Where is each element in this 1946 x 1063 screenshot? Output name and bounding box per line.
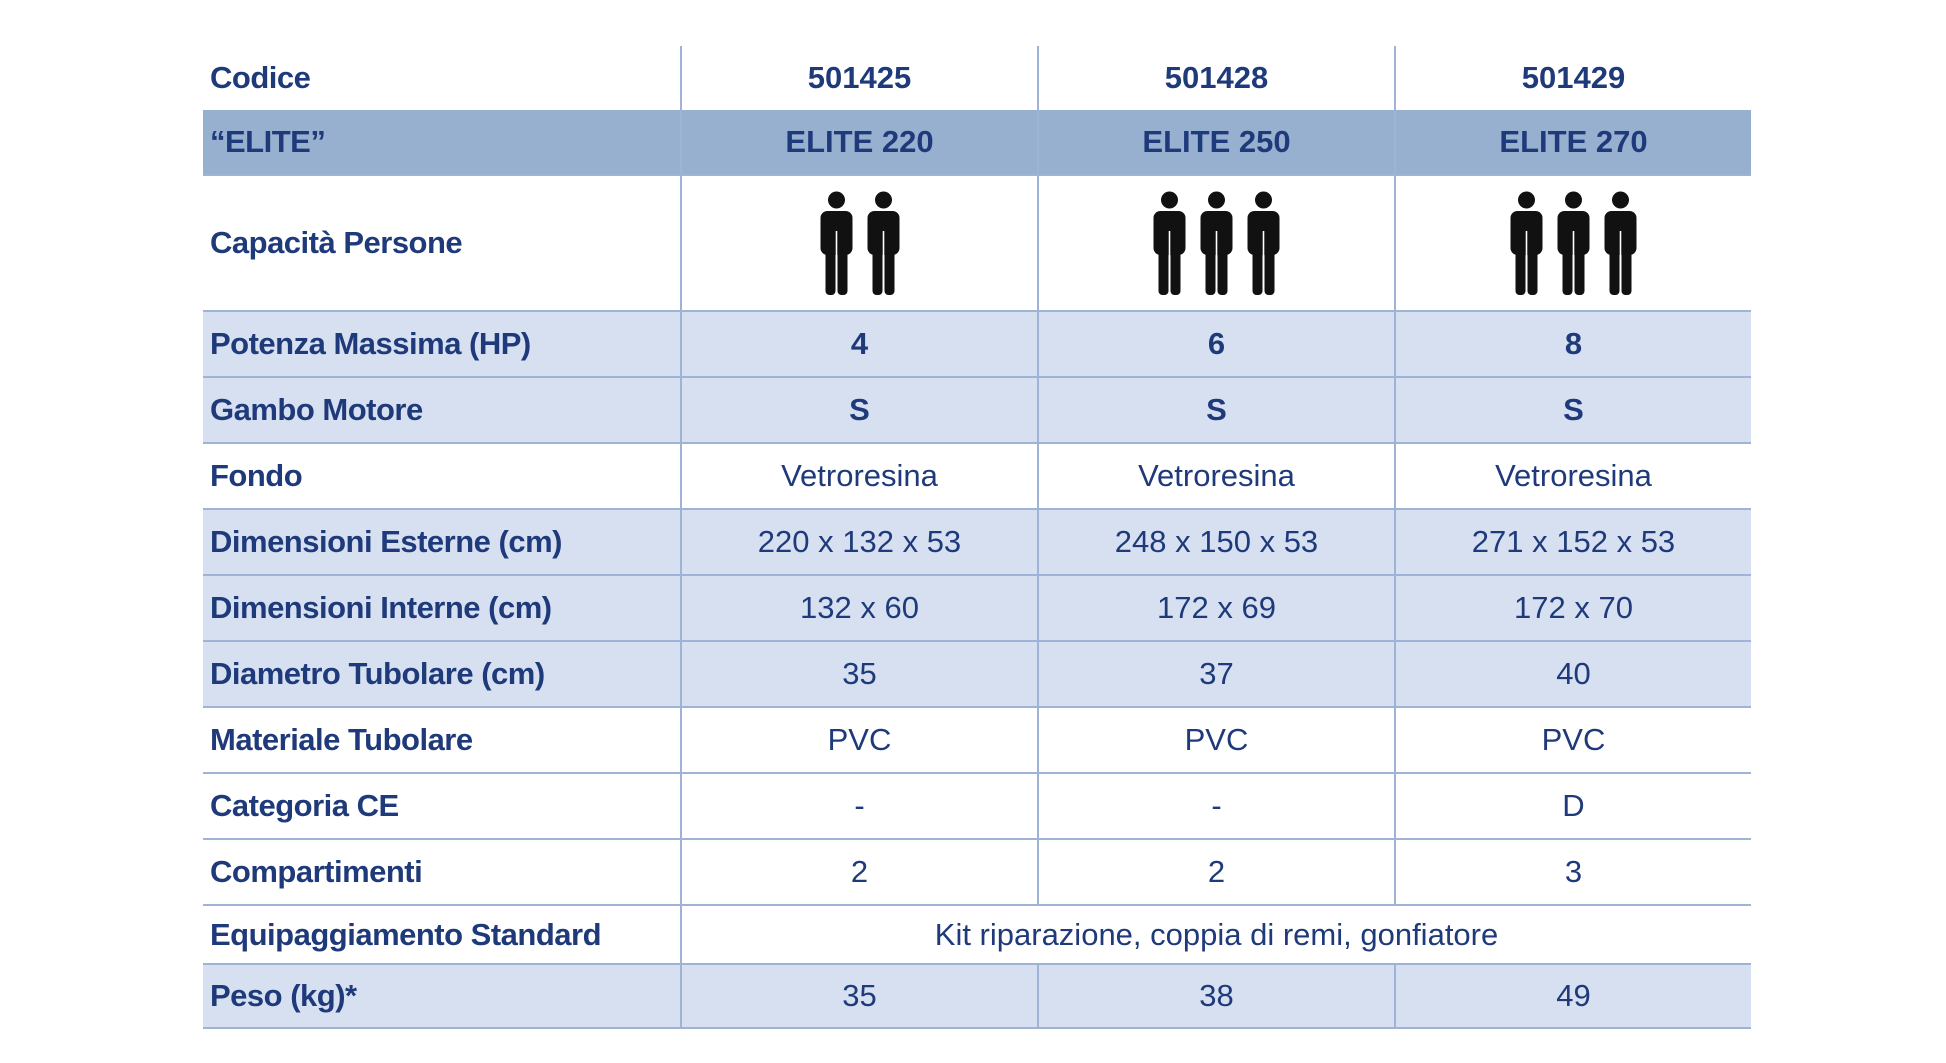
cell-value: PVC [680,708,1037,772]
person-cell [680,176,1037,310]
cell-value: 501428 [1037,46,1394,110]
row-label: Fondo [210,458,303,493]
row-label: Dimensioni Interne (cm) [210,590,552,625]
row-label: Materiale Tubolare [210,722,473,757]
table-row: Capacità Persone [203,176,1751,312]
cell-value: S [680,378,1037,442]
cell-value: PVC [1394,708,1751,772]
row-label: Gambo Motore [210,392,423,427]
table-row: Codice 501425 501428 501429 [203,46,1751,110]
cell-value: 501425 [680,46,1037,110]
table-row: Dimensioni Interne (cm) 132 x 60 172 x 69 1… [203,576,1751,642]
person-cell [1037,176,1394,310]
cell-value: 3 [1394,840,1751,904]
row-label: Compartimenti [210,854,423,889]
cell-value: ELITE 250 [1037,110,1394,174]
cell-value: 6 [1037,312,1394,376]
cell-value: 2 [680,840,1037,904]
table-row: Potenza Massima (HP) 4 6 8 [203,312,1751,378]
table-row: Dimensioni Esterne (cm) 220 x 132 x 53 248… [203,510,1751,576]
cell-value: 248 x 150 x 53 [1037,510,1394,574]
table-row: Gambo Motore S S S [203,378,1751,444]
cell-value: 49 [1394,965,1751,1027]
cell-value: ELITE 270 [1394,110,1751,174]
cell-value: 172 x 70 [1394,576,1751,640]
cell-value: 40 [1394,642,1751,706]
cell-value: 271 x 152 x 53 [1394,510,1751,574]
spec-table: Codice 501425 501428 501429 “ELITE” ELITE 220… [203,46,1751,1029]
table-row: Fondo Vetroresina Vetroresina Vetroresina [203,444,1751,510]
cell-value: 35 [680,642,1037,706]
row-label: Capacità Persone [210,225,463,260]
table-row: Peso (kg)* 35 38 49 [203,965,1751,1029]
cell-value: 2 [1037,840,1394,904]
person-icons [1153,191,1280,295]
row-label: Codice [210,60,311,95]
row-label: Dimensioni Esterne (cm) [210,524,562,559]
row-label: Diametro Tubolare (cm) [210,656,545,691]
person-icons [1510,191,1637,295]
cell-value: 172 x 69 [1037,576,1394,640]
cell-value: 35 [680,965,1037,1027]
table-row: Equipaggiamento Standard Kit riparazione,… [203,906,1751,965]
cell-value: S [1037,378,1394,442]
table-row: Materiale Tubolare PVC PVC PVC [203,708,1751,774]
cell-value: 37 [1037,642,1394,706]
cell-value: S [1394,378,1751,442]
cell-value: - [1037,774,1394,838]
row-label: Potenza Massima (HP) [210,326,531,361]
table-row: Diametro Tubolare (cm) 35 37 40 [203,642,1751,708]
cell-value: 501429 [1394,46,1751,110]
cell-value: Vetroresina [1037,444,1394,508]
cell-value: - [680,774,1037,838]
cell-value: 38 [1037,965,1394,1027]
cell-value: D [1394,774,1751,838]
cell-value: Kit riparazione, coppia di remi, gonfiat… [680,906,1751,963]
row-label: Categoria CE [210,788,399,823]
cell-value: 8 [1394,312,1751,376]
person-icons [820,191,899,295]
cell-value: 132 x 60 [680,576,1037,640]
cell-value: ELITE 220 [680,110,1037,174]
row-label: Equipaggiamento Standard [210,916,602,952]
table-row: Compartimenti 2 2 3 [203,840,1751,906]
row-label: Peso (kg)* [210,978,357,1013]
table-row: Categoria CE - - D [203,774,1751,840]
cell-value: Vetroresina [680,444,1037,508]
cell-value: 4 [680,312,1037,376]
cell-value: 220 x 132 x 53 [680,510,1037,574]
row-label: “ELITE” [210,124,326,159]
cell-value: PVC [1037,708,1394,772]
cell-value: Vetroresina [1394,444,1751,508]
person-cell [1394,176,1751,310]
table-row: “ELITE” ELITE 220 ELITE 250 ELITE 270 [203,110,1751,176]
